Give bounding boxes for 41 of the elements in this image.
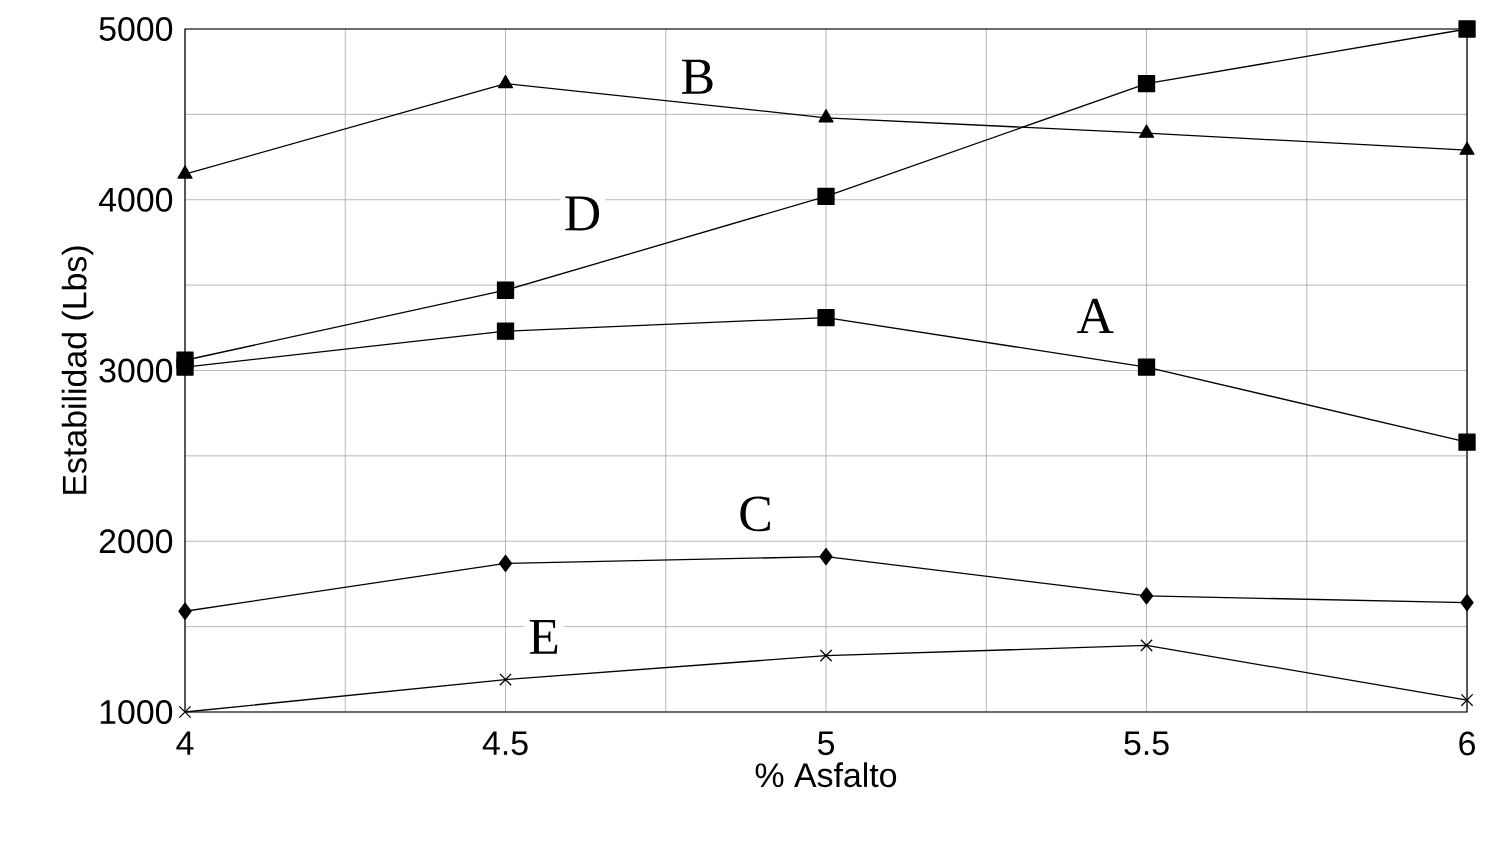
point: [819, 649, 833, 662]
x-tick-label: 4: [176, 731, 194, 755]
point: [499, 673, 512, 686]
point: [1458, 433, 1476, 451]
x-tick-label: 5.5: [1124, 731, 1169, 756]
point: [1138, 124, 1155, 138]
x-tick-label: 4.5: [482, 731, 528, 756]
point: [178, 705, 192, 719]
point: [818, 109, 834, 123]
series-label: E: [529, 619, 558, 654]
point: [1459, 141, 1475, 155]
point: [176, 351, 194, 369]
point: [819, 547, 833, 566]
x-tick-label: 5: [817, 731, 835, 756]
point: [1140, 639, 1153, 652]
y-tick-label: 1000: [100, 700, 173, 724]
point: [178, 602, 192, 620]
y-axis-title: Estabilidad (Lbs): [61, 246, 94, 494]
point: [1137, 358, 1156, 376]
series-label: B: [682, 59, 713, 94]
series-label: A: [1077, 298, 1114, 333]
point: [1460, 594, 1474, 612]
point: [1137, 74, 1156, 93]
y-tick-label: 4000: [98, 187, 173, 212]
point: [817, 187, 835, 205]
y-tick-label: 5000: [99, 16, 173, 41]
series-label: C: [740, 496, 770, 532]
y-tick-label: 3000: [99, 358, 173, 383]
point: [498, 554, 513, 573]
x-axis-title: % Asfalto: [755, 762, 897, 788]
point: [177, 165, 193, 179]
series-label: D: [565, 196, 600, 231]
point: [1458, 20, 1476, 38]
point: [1460, 693, 1474, 707]
point: [1139, 587, 1154, 605]
point: [497, 74, 514, 89]
x-tick-label: 6: [1459, 731, 1475, 756]
point: [496, 322, 515, 340]
point: [817, 308, 835, 327]
y-tick-label: 2000: [99, 529, 173, 554]
point: [496, 281, 515, 299]
